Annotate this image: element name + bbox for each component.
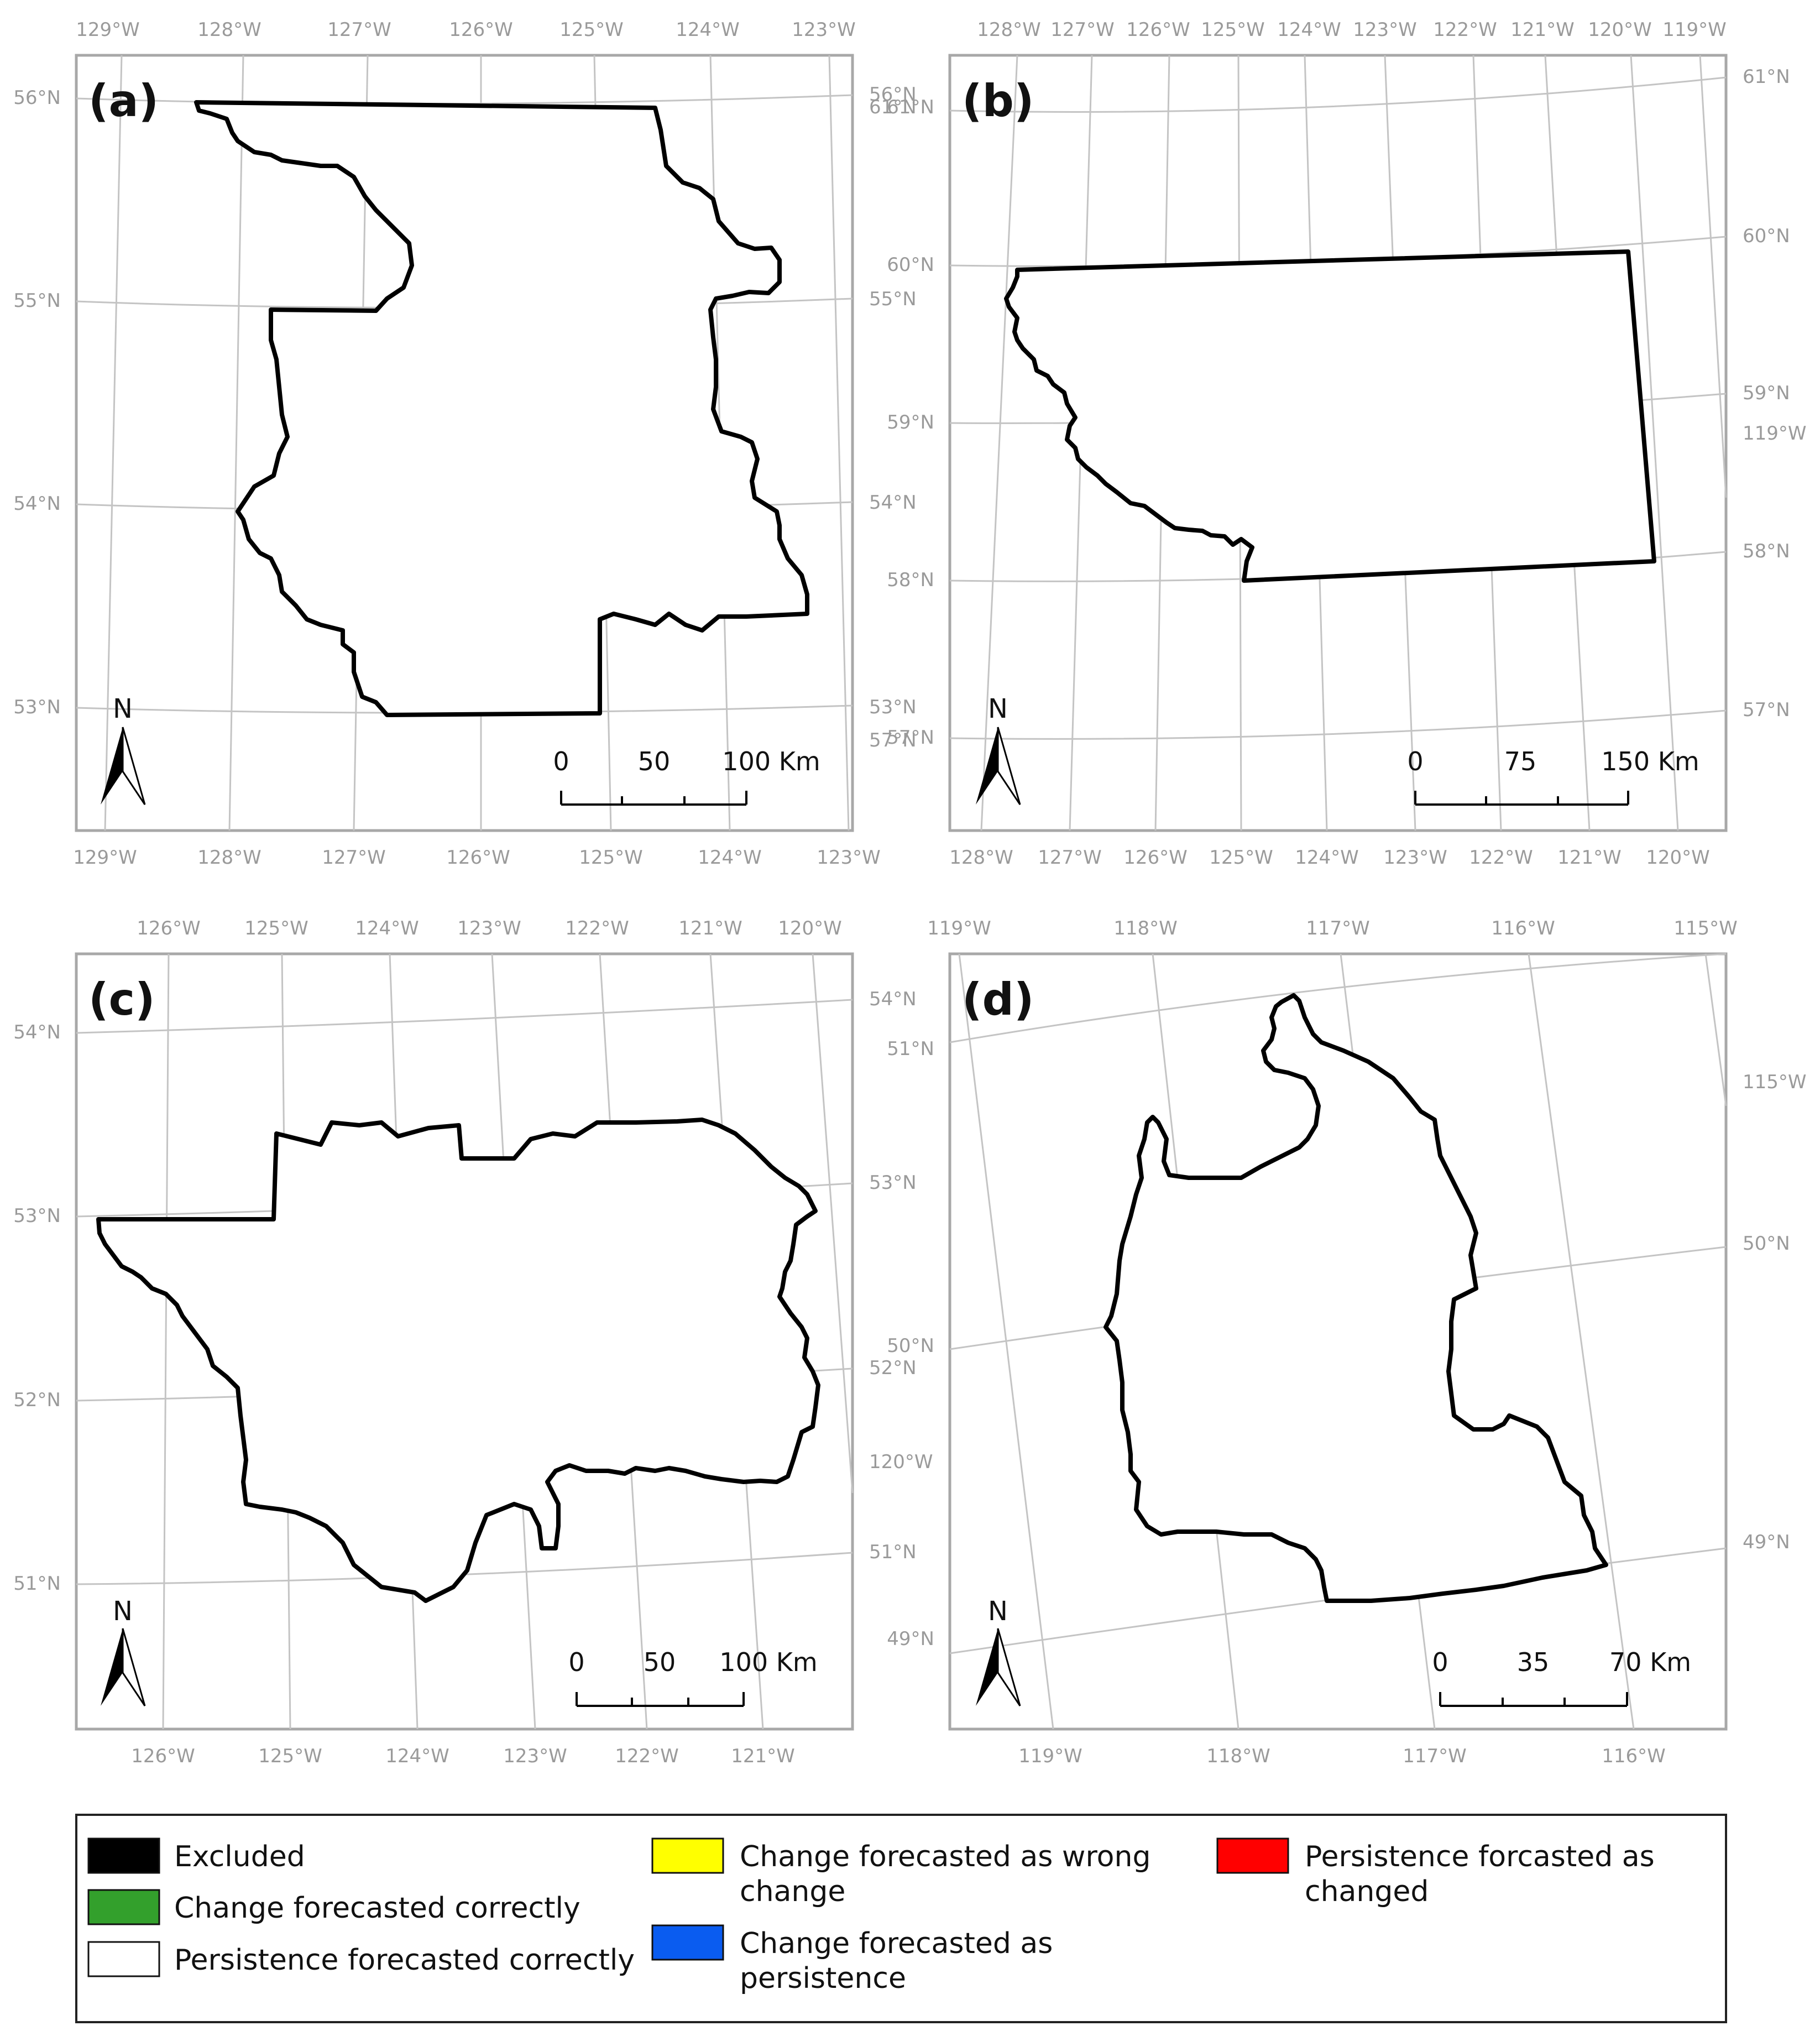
- panel-a-lon-bottom: 127°W: [322, 847, 386, 869]
- panel-a-lon-bottom: 125°W: [579, 847, 643, 869]
- panel-a-lon-bottom: 126°W: [446, 847, 510, 869]
- panel-a-lat-left: 54°N: [13, 493, 61, 515]
- panel-a: (a) 129°W 128°W 127°W 126°W 125°W 124°W …: [13, 19, 916, 869]
- panel-a-lat-left: 55°N: [13, 290, 61, 312]
- panel-a-lon-bottom: 129°W: [73, 847, 137, 869]
- panel-a-lon-top: 127°W: [327, 19, 391, 41]
- panel-a-lat-right: 54°N: [869, 492, 917, 514]
- panel-a-lon-top: 123°W: [792, 19, 856, 41]
- panel-a-lat-right: 53°N: [869, 696, 917, 718]
- panel-a-lon-bottom: 124°W: [698, 847, 762, 869]
- panel-a-lat-left: 56°N: [13, 87, 61, 109]
- panel-a-lon-top: 128°W: [197, 19, 262, 41]
- panel-a-lon-bottom: 128°W: [197, 847, 262, 869]
- panel-b: (b) 128°W 127°W 126°W 125°W 124°W 123°W …: [887, 19, 1806, 869]
- panel-a-lon-top: 124°W: [676, 19, 740, 41]
- panel-a-lat-left: 53°N: [13, 696, 61, 718]
- panel-a-lon-top: 129°W: [76, 19, 140, 41]
- panel-a-lat-right: 55°N: [869, 288, 917, 310]
- panel-a-lon-top: 126°W: [449, 19, 513, 41]
- panel-a-label: (a): [88, 75, 159, 127]
- panel-a-lon-bottom: 123°W: [817, 847, 881, 869]
- panel-a-lon-top: 125°W: [559, 19, 624, 41]
